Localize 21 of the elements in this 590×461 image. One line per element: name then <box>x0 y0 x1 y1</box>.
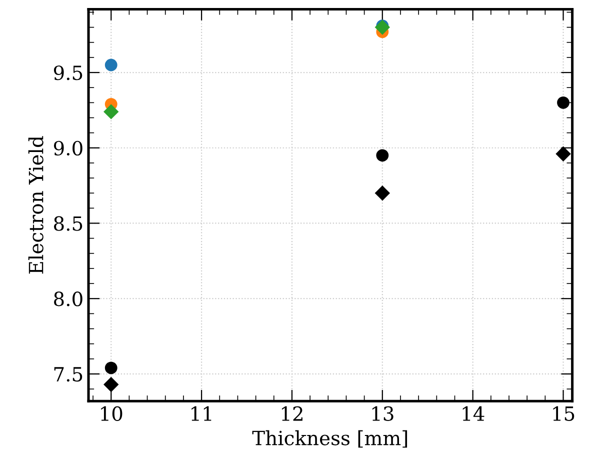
y-tick-label: 9.0 <box>54 140 82 156</box>
x-tick-label: 11 <box>192 406 212 421</box>
point <box>104 376 119 392</box>
point <box>104 104 119 120</box>
x-axis-title: Thickness [mm] <box>252 430 408 448</box>
point <box>557 96 570 109</box>
x-tick-label: 13 <box>372 406 394 421</box>
y-tick-label: 8.5 <box>54 216 82 231</box>
point <box>374 185 390 201</box>
x-tick-label: 14 <box>462 406 484 421</box>
y-axis-title: Electron Yield <box>28 136 44 274</box>
y-tick-label: 7.5 <box>54 367 82 382</box>
point <box>104 362 118 374</box>
x-tick-label: 15 <box>553 406 574 421</box>
point <box>556 146 571 162</box>
y-tick-label: 9.5 <box>54 65 82 80</box>
x-tick-label: 12 <box>282 406 302 421</box>
point <box>104 58 118 72</box>
y-tick-label: 8.0 <box>54 292 82 306</box>
point <box>376 149 389 162</box>
x-tick-label: 10 <box>101 406 122 421</box>
